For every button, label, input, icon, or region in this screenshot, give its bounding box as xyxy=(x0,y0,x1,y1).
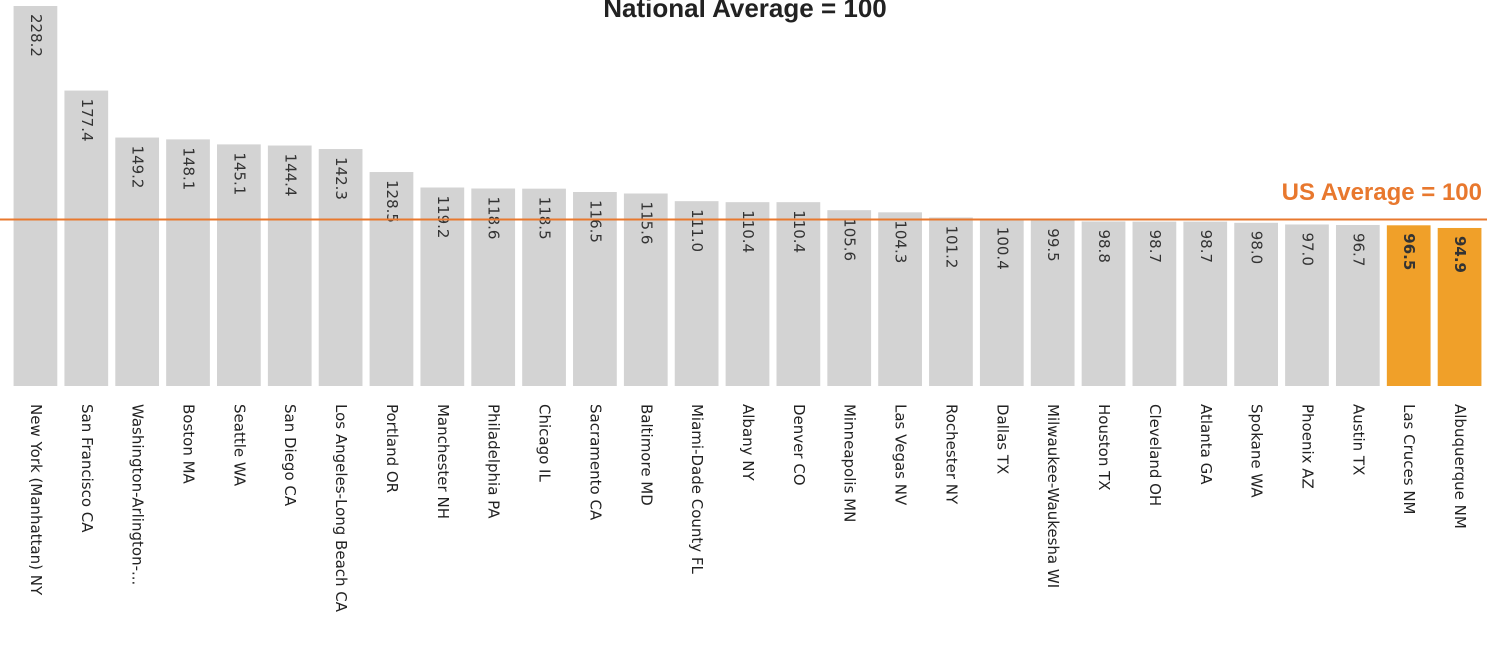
x-tick-label: Milwaukee-Waukesha WI xyxy=(1044,404,1062,588)
x-tick-label: San Diego CA xyxy=(281,404,299,507)
value-label: 110.4 xyxy=(739,210,757,253)
x-tick-label: Austin TX xyxy=(1349,404,1367,475)
value-label: 100.4 xyxy=(993,227,1011,270)
bar xyxy=(1183,221,1228,386)
x-tick-label: Baltimore MD xyxy=(637,404,655,506)
value-label: 104.3 xyxy=(892,220,910,263)
x-tick-label: Atlanta GA xyxy=(1197,404,1215,485)
x-tick-label: Portland OR xyxy=(383,404,401,493)
x-tick-label: Cleveland OH xyxy=(1146,404,1164,506)
value-label: 94.9 xyxy=(1451,236,1469,273)
value-label: 145.1 xyxy=(230,152,248,195)
x-tick-label: Las Vegas NV xyxy=(892,404,910,506)
bar xyxy=(471,188,516,386)
bar xyxy=(878,212,922,386)
x-tick-label: Seattle WA xyxy=(230,404,248,487)
bar xyxy=(318,149,363,386)
bar xyxy=(115,137,160,386)
bar xyxy=(573,192,617,386)
x-tick-label: Minneapolis MN xyxy=(841,404,859,522)
x-tick-label: Manchester NH xyxy=(434,404,452,519)
bar xyxy=(267,145,312,386)
x-tick-label: Boston MA xyxy=(180,404,198,485)
value-label: 118.5 xyxy=(536,197,554,240)
bar xyxy=(1132,221,1177,386)
value-label: 118.6 xyxy=(485,197,503,240)
value-label: 115.6 xyxy=(637,202,655,245)
value-label: 99.5 xyxy=(1044,228,1062,261)
chart-title: National Average = 100 xyxy=(603,0,887,23)
value-label: 96.5 xyxy=(1400,233,1418,270)
x-tick-label: Albuquerque NM xyxy=(1451,404,1469,529)
bar xyxy=(1285,224,1329,386)
bar xyxy=(522,188,566,386)
value-label: 128.5 xyxy=(383,180,401,223)
value-label: 97.0 xyxy=(1298,232,1316,265)
value-label: 101.2 xyxy=(942,225,960,268)
x-tick-label: Philadelphia PA xyxy=(485,404,503,519)
bar xyxy=(827,210,872,386)
bar xyxy=(369,172,414,386)
value-label: 142.3 xyxy=(332,157,350,200)
bar xyxy=(1437,227,1482,386)
value-label: 98.7 xyxy=(1197,230,1215,263)
x-tick-label: Miami-Dade County FL xyxy=(688,404,706,575)
x-tick-label: Rochester NY xyxy=(942,404,960,505)
value-label: 98.7 xyxy=(1146,230,1164,263)
value-label: 149.2 xyxy=(129,146,147,189)
x-tick-label: Las Cruces NM xyxy=(1400,404,1418,515)
bar xyxy=(1386,225,1431,386)
value-label: 177.4 xyxy=(78,99,96,142)
value-label: 96.7 xyxy=(1349,233,1367,266)
x-tick-label: Spokane WA xyxy=(1248,404,1266,498)
x-tick-label: Washington-Arlington-... xyxy=(129,404,147,585)
value-label: 105.6 xyxy=(841,218,859,261)
x-tick-label: Albany NY xyxy=(739,404,757,482)
x-tick-label: Dallas TX xyxy=(993,404,1011,474)
value-label: 116.5 xyxy=(586,200,604,243)
bar xyxy=(623,193,668,386)
x-tick-label: Phoenix AZ xyxy=(1298,404,1316,489)
x-tick-label: Los Angeles-Long Beach CA xyxy=(332,404,350,613)
bar xyxy=(1335,224,1380,386)
bar xyxy=(979,218,1024,386)
x-tick-label: Houston TX xyxy=(1095,404,1113,491)
x-tick-label: Denver CO xyxy=(790,404,808,486)
value-label: 228.2 xyxy=(27,14,45,57)
x-tick-label: San Francisco CA xyxy=(78,404,96,533)
bar xyxy=(929,217,973,386)
bar xyxy=(420,187,465,386)
bar xyxy=(776,202,821,386)
bar xyxy=(1081,221,1126,386)
value-label: 111.0 xyxy=(688,209,706,252)
value-label: 119.2 xyxy=(434,196,452,239)
value-label: 110.4 xyxy=(790,210,808,253)
bar xyxy=(1030,220,1075,386)
value-label: 98.8 xyxy=(1095,229,1113,262)
value-label: 148.1 xyxy=(180,147,198,190)
x-tick-label: Sacramento CA xyxy=(586,404,604,521)
bar xyxy=(1234,222,1278,386)
bar xyxy=(674,201,719,386)
value-label: 144.4 xyxy=(281,154,299,197)
value-label: 98.0 xyxy=(1248,231,1266,264)
bar xyxy=(725,202,770,386)
bar xyxy=(64,90,109,387)
x-tick-label: Chicago IL xyxy=(536,404,554,482)
x-tick-label: New York (Manhattan) NY xyxy=(27,404,45,596)
bar xyxy=(13,5,58,386)
reference-label: US Average = 100 xyxy=(1282,179,1482,206)
bar xyxy=(166,139,210,386)
bar xyxy=(217,144,261,386)
